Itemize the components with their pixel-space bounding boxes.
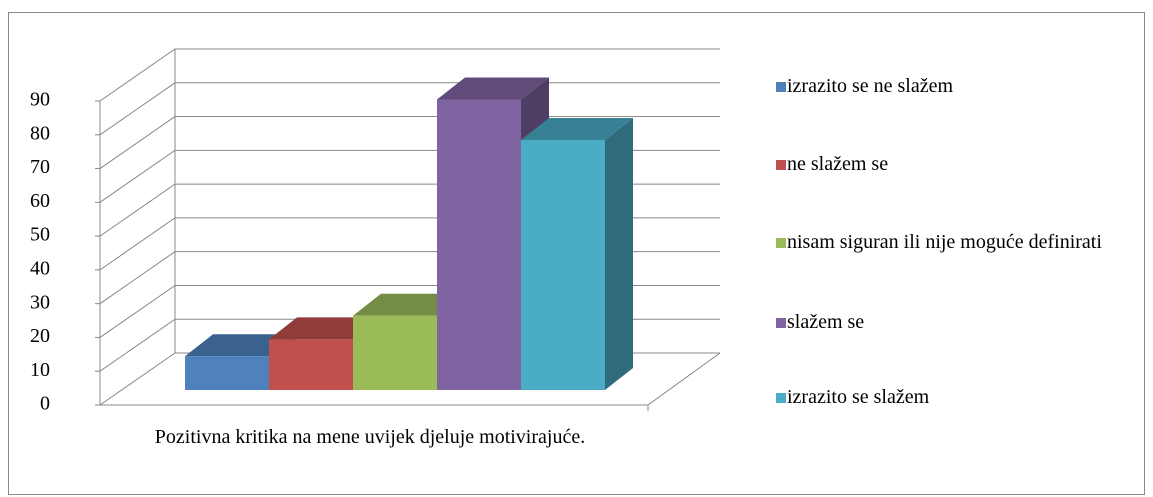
legend-swatch bbox=[776, 318, 786, 328]
grid-line bbox=[99, 48, 720, 102]
bar bbox=[521, 118, 633, 391]
y-tick-label: 90 bbox=[30, 89, 50, 111]
category-label: Pozitivna kritika na mene uvijek djeluje… bbox=[154, 426, 586, 448]
y-tick-label: 40 bbox=[30, 257, 50, 279]
legend-swatch bbox=[776, 160, 786, 170]
y-tick-label: 0 bbox=[40, 393, 50, 415]
bar-front bbox=[437, 99, 521, 390]
legend-entry: izrazito se ne slažem bbox=[776, 73, 1136, 100]
y-tick-label: 10 bbox=[30, 359, 50, 381]
y-tick-label: 70 bbox=[30, 156, 50, 178]
bar-top bbox=[437, 77, 549, 100]
bar-front bbox=[185, 356, 269, 390]
legend-label: izrazito se ne slažem bbox=[787, 75, 954, 97]
bar-front bbox=[521, 140, 605, 390]
legend-label: izrazito se slažem bbox=[787, 386, 930, 408]
legend-label: slažem se bbox=[787, 311, 865, 333]
bar-side bbox=[605, 118, 633, 391]
legend-label: ne slažem se bbox=[787, 153, 889, 175]
legend-swatch bbox=[776, 82, 786, 92]
legend-entry: izrazito se slažem bbox=[776, 384, 1136, 411]
legend-entry: ne slažem se bbox=[776, 151, 1136, 178]
bar-front bbox=[353, 315, 437, 390]
y-tick-label: 60 bbox=[30, 190, 50, 212]
y-tick-label: 80 bbox=[30, 122, 50, 144]
legend-label: nisam siguran ili nije moguće definirati bbox=[787, 231, 1102, 253]
y-tick-label: 20 bbox=[30, 325, 50, 347]
y-tick-label: 50 bbox=[30, 224, 50, 246]
chart-border bbox=[8, 12, 1145, 495]
y-tick-label: 30 bbox=[30, 291, 50, 313]
bar-top bbox=[521, 118, 633, 141]
legend-entry: nisam siguran ili nije moguće definirati bbox=[776, 229, 1136, 256]
bar-front bbox=[269, 339, 353, 390]
legend-entry: slažem se bbox=[776, 309, 1136, 336]
legend-swatch bbox=[776, 393, 786, 403]
legend-swatch bbox=[776, 238, 786, 248]
